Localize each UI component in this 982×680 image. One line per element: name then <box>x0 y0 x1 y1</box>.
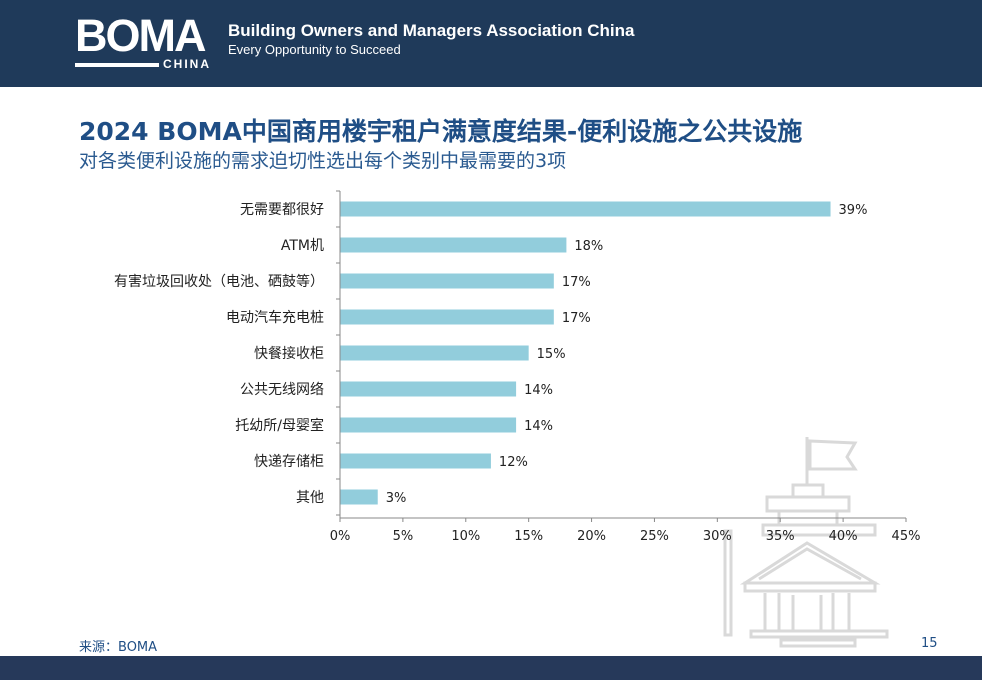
data-label: 14% <box>524 419 553 434</box>
x-tick-label: 35% <box>766 529 795 544</box>
bar <box>340 345 529 361</box>
category-label: 无需要都很好 <box>240 202 324 218</box>
category-label: 公共无线网络 <box>240 382 324 398</box>
bar <box>340 273 554 289</box>
data-label: 17% <box>562 311 591 326</box>
data-label: 17% <box>562 275 591 290</box>
footer-bar <box>0 656 982 680</box>
data-label: 18% <box>574 239 603 254</box>
boma-logo: BOMA CHINA <box>75 11 215 71</box>
category-label: ATM机 <box>281 238 324 254</box>
header-banner: BOMA CHINA Building Owners and Managers … <box>0 0 982 87</box>
bar <box>340 381 517 397</box>
category-label: 快递存储柜 <box>254 454 324 470</box>
page-number: 15 <box>921 636 938 651</box>
source-note: 来源：BOMA <box>79 640 158 655</box>
category-label: 电动汽车充电桩 <box>226 309 324 326</box>
bar <box>340 309 554 325</box>
bar <box>340 453 491 469</box>
logo-subtext: CHINA <box>163 57 211 71</box>
page-title: 2024 BOMA中国商用楼宇租户满意度结果-便利设施之公共设施 <box>79 117 803 146</box>
x-tick-label: 0% <box>330 529 351 544</box>
category-label: 托幼所/母婴室 <box>235 417 324 434</box>
logo-underline <box>75 63 159 67</box>
bar <box>340 237 567 253</box>
x-tick-label: 45% <box>892 529 921 544</box>
page-subtitle: 对各类便利设施的需求迫切性选出每个类别中最需要的3项 <box>79 150 567 172</box>
data-label: 39% <box>839 203 868 218</box>
bar <box>340 489 378 505</box>
x-tick-label: 40% <box>829 529 858 544</box>
category-label: 有害垃圾回收处（电池、硒鼓等） <box>114 273 324 290</box>
category-label: 其他 <box>296 490 324 506</box>
organization-slogan: Every Opportunity to Succeed <box>228 42 401 57</box>
bar <box>340 201 831 217</box>
x-tick-label: 10% <box>451 529 480 544</box>
data-label: 15% <box>537 347 566 362</box>
x-tick-label: 20% <box>577 529 606 544</box>
bar <box>340 417 517 433</box>
bar-chart: 无需要都很好 39% ATM机 18% 有害垃圾回收处（电池、硒鼓等） 17% 电动汽车充电… <box>114 190 921 544</box>
data-label: 12% <box>499 455 528 470</box>
data-label: 14% <box>524 383 553 398</box>
organization-name: Building Owners and Managers Association… <box>228 21 635 40</box>
data-label: 3% <box>386 491 407 506</box>
x-tick-label: 30% <box>703 529 732 544</box>
x-tick-label: 15% <box>514 529 543 544</box>
logo-text: BOMA <box>75 10 206 61</box>
x-tick-label: 5% <box>393 529 414 544</box>
category-label: 快餐接收柜 <box>254 345 324 362</box>
x-tick-label: 25% <box>640 529 669 544</box>
